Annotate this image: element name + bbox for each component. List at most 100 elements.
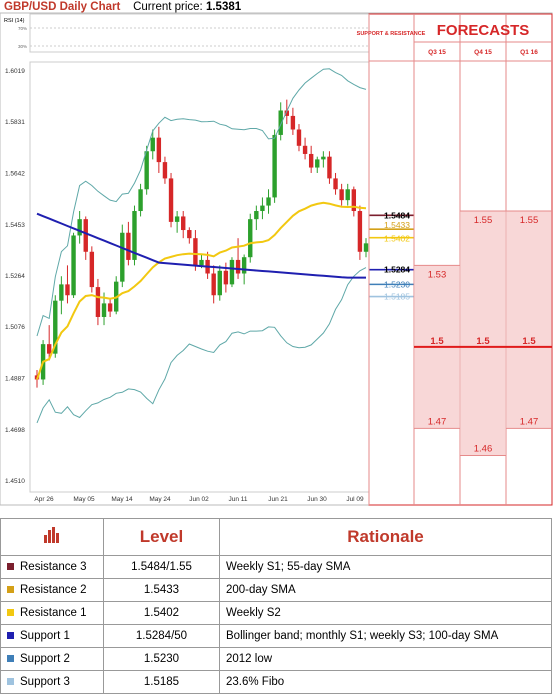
- candle-body: [89, 251, 95, 288]
- forecast-high-value: 1.55: [520, 215, 539, 226]
- y-tick-label: 1.5264: [5, 273, 25, 280]
- level-name-cell: Resistance 1: [0, 601, 104, 625]
- level-name: Support 2: [20, 653, 70, 665]
- level-color-swatch: [7, 632, 14, 640]
- candle-body: [120, 232, 125, 282]
- sr-level-label: 1.5284: [384, 265, 410, 275]
- forecast-low-value: 1.47: [520, 416, 539, 427]
- candle-body: [248, 219, 253, 258]
- candle-body: [144, 151, 149, 190]
- candle-body: [46, 344, 52, 354]
- level-value: 1.5402: [103, 601, 220, 625]
- table-icon-cell: [0, 518, 104, 556]
- candle-body: [95, 287, 101, 317]
- current-price: 1.5381: [205, 1, 242, 13]
- rsi-level-70: 70%: [18, 26, 27, 31]
- y-tick-label: 1.5642: [5, 170, 25, 177]
- candle-body: [77, 219, 82, 236]
- y-tick-label: 1.5076: [5, 324, 25, 331]
- x-tick-label: May 24: [149, 496, 171, 503]
- forecast-mid-value: 1.5: [430, 336, 444, 347]
- sr-level-label: 1.5484: [384, 210, 410, 220]
- level-name: Resistance 1: [20, 607, 87, 619]
- table-header-row: Level Rationale: [0, 518, 552, 556]
- sr-level-label: 1.5402: [384, 234, 410, 244]
- level-value: 1.5230: [103, 647, 220, 671]
- x-tick-label: Jun 11: [228, 496, 247, 503]
- bar-chart-icon: [44, 526, 59, 543]
- candle-body: [101, 303, 107, 317]
- bollinger-lower: [36, 267, 367, 424]
- candle-body: [211, 273, 216, 296]
- level-name: Resistance 2: [20, 584, 87, 596]
- candle-body: [302, 145, 308, 154]
- y-tick-label: 1.4887: [5, 376, 25, 383]
- candle-body: [53, 300, 58, 354]
- x-tick-label: May 14: [111, 496, 133, 503]
- candle-body: [187, 230, 192, 239]
- sma-blue: [36, 212, 366, 279]
- level-name: Support 1: [20, 630, 70, 642]
- forecast-low-value: 1.47: [428, 416, 447, 427]
- table-header-level: Level: [103, 518, 220, 556]
- y-tick-label: 1.6019: [5, 68, 25, 75]
- candle-body: [357, 211, 363, 252]
- level-rationale: Weekly S2: [219, 601, 552, 625]
- candle-body: [284, 110, 289, 116]
- level-name-cell: Resistance 2: [0, 578, 104, 602]
- table-row: Support 3 1.5185 23.6% Fibo: [0, 670, 552, 694]
- level-value: 1.5484/1.55: [103, 555, 220, 579]
- candle-body: [71, 235, 76, 296]
- forecast-column-name: Q3 15: [428, 49, 446, 56]
- table-row: Support 1 1.5284/50 Bollinger band; monthl…: [0, 624, 552, 648]
- forecast-column-name: Q4 15: [474, 49, 492, 56]
- candle-body: [181, 216, 186, 231]
- candle-body: [156, 137, 162, 163]
- rsi-level-30: 30%: [18, 44, 27, 49]
- sr-level-label: 1.5230: [384, 279, 410, 289]
- candle-body: [266, 197, 271, 206]
- candle-body: [193, 238, 198, 266]
- chart-svg: RSI (14) 70% 30% 1.6019 1.5831 1.5642 1.5453 1.…: [0, 12, 553, 506]
- table-header-rationale: Rationale: [219, 518, 552, 556]
- ma-yellow: [36, 201, 367, 380]
- level-name-cell: Support 3: [0, 670, 104, 694]
- level-value: 1.5433: [103, 578, 220, 602]
- x-tick-label: Jul 09: [346, 496, 364, 503]
- level-color-swatch: [7, 563, 14, 571]
- level-rationale: 23.6% Fibo: [219, 670, 552, 694]
- level-rationale: Bollinger band; monthly S1; weekly S3; 1…: [219, 624, 552, 648]
- candle-body: [272, 134, 277, 198]
- candle-body: [162, 162, 168, 179]
- level-color-swatch: [7, 655, 14, 663]
- y-tick-label: 1.5831: [5, 119, 25, 126]
- x-tick-label: Apr 26: [34, 496, 54, 503]
- level-name-cell: Support 2: [0, 647, 104, 671]
- candle-body: [254, 211, 259, 220]
- candle-body: [327, 156, 332, 179]
- candle-body: [59, 284, 64, 301]
- level-value: 1.5284/50: [103, 624, 220, 648]
- candle-body: [65, 284, 70, 296]
- y-tick-label: 1.4510: [5, 478, 25, 485]
- forecast-range-band: [461, 211, 505, 456]
- plot-area: [29, 61, 370, 493]
- candle-body: [315, 159, 320, 168]
- level-rationale: 200-day SMA: [219, 578, 552, 602]
- forecast-range-band: [507, 211, 551, 429]
- candle-body: [199, 259, 204, 266]
- level-name: Resistance 3: [20, 561, 87, 573]
- table-row: Support 2 1.5230 2012 low: [0, 647, 552, 671]
- candle-body: [229, 259, 235, 285]
- candle-body: [138, 189, 143, 212]
- candle-body: [235, 259, 241, 274]
- level-rationale: Weekly S1; 55-day SMA: [219, 555, 552, 579]
- candle-body: [260, 205, 265, 212]
- price-label: Current price:: [133, 1, 203, 13]
- x-tick-label: Jun 02: [189, 496, 209, 503]
- chart-header: GBP/USD Daily Chart Current price: 1.538…: [4, 1, 241, 13]
- level-color-swatch: [7, 586, 14, 594]
- candle-body: [217, 270, 222, 296]
- candle-body: [223, 270, 229, 285]
- level-value: 1.5185: [103, 670, 220, 694]
